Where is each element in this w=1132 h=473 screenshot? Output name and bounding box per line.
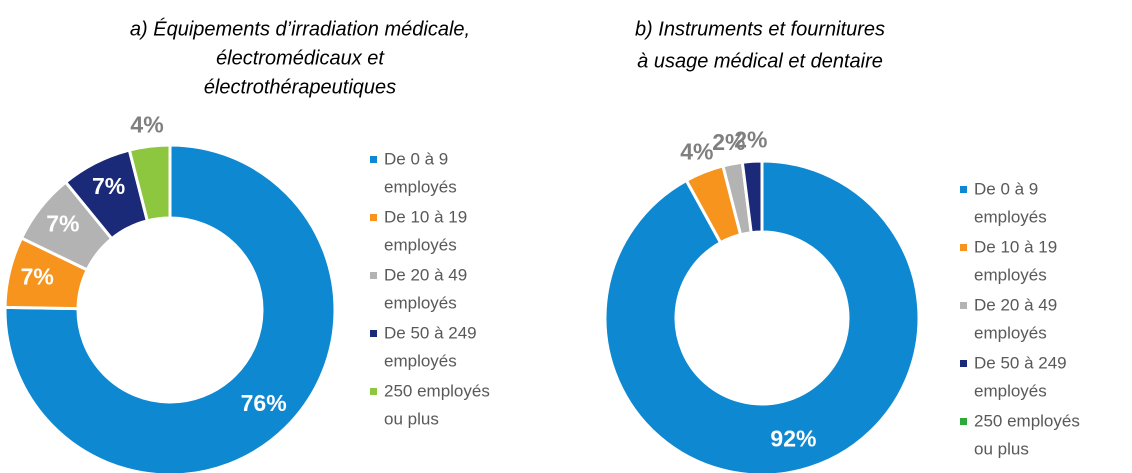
data-label: 7%: [92, 173, 125, 199]
data-label: 2%: [712, 129, 745, 155]
legend-label: ou plus: [384, 409, 439, 428]
legend-label: De 20 à 49: [384, 265, 467, 284]
chart-title: b) Instruments et fournitures: [635, 18, 885, 40]
data-label: 2%: [734, 126, 767, 152]
chart-title: à usage médical et dentaire: [637, 50, 883, 72]
legend-swatch: [370, 156, 377, 163]
donut-slice: [3, 143, 337, 473]
legend-label: De 0 à 9: [384, 149, 448, 168]
legend-label: De 0 à 9: [974, 179, 1038, 198]
legend-label: De 10 à 19: [974, 237, 1057, 256]
data-label: 7%: [21, 264, 54, 290]
legend-label: employés: [384, 235, 457, 254]
donut-slice: [603, 159, 921, 473]
legend-label: ou plus: [974, 439, 1029, 458]
legend-swatch: [960, 244, 967, 251]
legend-label: employés: [974, 207, 1047, 226]
chart-title: électrothérapeutiques: [204, 76, 396, 98]
donut-slice: [127, 143, 172, 223]
data-label: 92%: [770, 426, 816, 452]
legend-swatch: [960, 186, 967, 193]
legend-label: employés: [384, 177, 457, 196]
legend-label: employés: [384, 293, 457, 312]
legend-label: employés: [974, 265, 1047, 284]
legend-label: employés: [384, 351, 457, 370]
legend-swatch: [370, 214, 377, 221]
chart-title: a) Équipements d’irradiation médicale,: [130, 17, 470, 40]
legend-swatch: [370, 330, 377, 337]
legend-label: employés: [974, 381, 1047, 400]
legend-swatch: [370, 272, 377, 279]
data-label: 4%: [130, 112, 163, 138]
legend-swatch: [370, 388, 377, 395]
legend-label: De 50 à 249: [974, 353, 1067, 372]
legend-label: 250 employés: [384, 381, 490, 400]
legend-swatch: [960, 302, 967, 309]
data-label: 4%: [680, 139, 713, 165]
legend-swatch: [960, 418, 967, 425]
legend-label: 250 employés: [974, 411, 1080, 430]
legend-label: De 50 à 249: [384, 323, 477, 342]
chart-title: électromédicaux et: [216, 47, 385, 69]
legend-label: De 20 à 49: [974, 295, 1057, 314]
legend-label: employés: [974, 323, 1047, 342]
legend-label: De 10 à 19: [384, 207, 467, 226]
data-label: 76%: [241, 390, 287, 416]
data-label: 7%: [46, 210, 79, 236]
legend-swatch: [960, 360, 967, 367]
